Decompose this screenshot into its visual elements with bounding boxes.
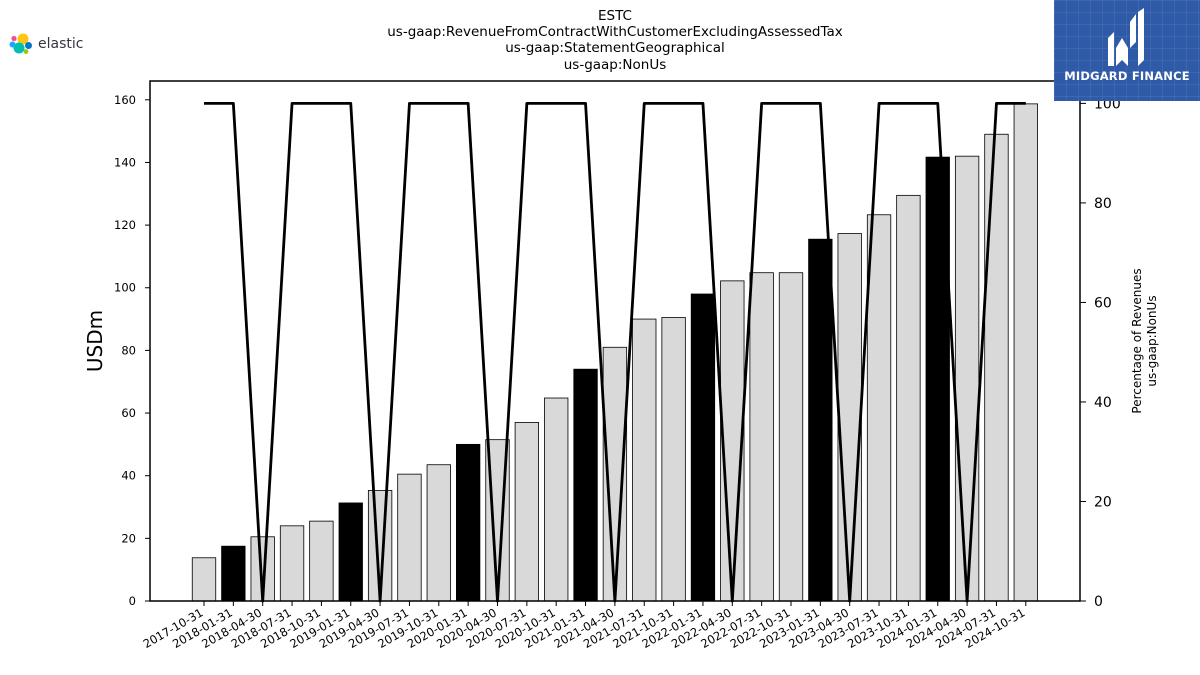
y2-axis-label-line: Percentage of Revenues: [1130, 268, 1144, 413]
bar: [397, 473, 422, 602]
chart-title-line: ESTC: [598, 8, 632, 24]
chart-title-line: us-gaap:NonUs: [564, 57, 667, 73]
y-tick-label: 100: [114, 281, 136, 295]
y-tick-label: 40: [121, 469, 136, 483]
bar-series: [191, 103, 1038, 602]
bar: [514, 422, 539, 602]
y2-tick-label: 60: [1094, 295, 1112, 311]
bar: [808, 238, 833, 602]
bar: [866, 214, 892, 602]
chart-title: ESTC us-gaap:RevenueFromContractWithCust…: [387, 8, 843, 73]
bar: [426, 464, 451, 602]
bar: [778, 272, 804, 602]
y2-axis-label-line: us-gaap:NonUs: [1145, 295, 1159, 386]
bar: [661, 317, 686, 602]
midgard-finance-badge: MIDGARD FINANCE: [1054, 0, 1200, 101]
y2-tick-label: 0: [1094, 594, 1103, 610]
y2-tick-label: 40: [1094, 395, 1112, 411]
bar: [191, 557, 217, 602]
bar: [954, 155, 980, 602]
midgard-finance-logo-icon: [1108, 8, 1144, 66]
bar: [455, 443, 481, 602]
bar: [309, 520, 334, 602]
elastic-logo-text: elastic: [38, 36, 84, 52]
bar: [573, 368, 598, 602]
chart-title-line: us-gaap:StatementGeographical: [505, 40, 724, 56]
bar: [279, 525, 305, 602]
y-tick-label: 120: [114, 218, 136, 232]
y-tick-label: 140: [114, 155, 136, 169]
bar: [896, 194, 921, 602]
badge-name: MIDGARD FINANCE: [1064, 69, 1190, 83]
bar: [1013, 103, 1038, 602]
y-tick-label: 20: [121, 531, 136, 545]
x-axis: 2017-10-312018-01-312018-04-302018-07-31…: [141, 601, 1027, 651]
y-tick-label: 80: [121, 343, 136, 357]
elastic-logo: elastic: [8, 31, 83, 57]
y-tick-label: 0: [129, 594, 136, 608]
bar: [984, 133, 1009, 602]
bar: [749, 272, 774, 602]
elastic-logo-icon: [9, 33, 32, 54]
y-axis-label: USDm: [83, 310, 107, 372]
y-tick-label: 160: [114, 93, 136, 107]
bar: [690, 293, 716, 602]
y2-tick-label: 20: [1094, 494, 1112, 510]
y2-tick-label: 80: [1094, 196, 1112, 212]
bar: [221, 545, 246, 602]
bar: [338, 502, 363, 602]
y-tick-label: 60: [121, 406, 136, 420]
chart-title-line: us-gaap:RevenueFromContractWithCustomerE…: [387, 24, 843, 40]
bar: [544, 397, 569, 602]
y-axis: 0 20 40 60 80 100 120 140 160: [114, 93, 150, 608]
bar: [632, 318, 657, 602]
bar: [837, 233, 862, 602]
